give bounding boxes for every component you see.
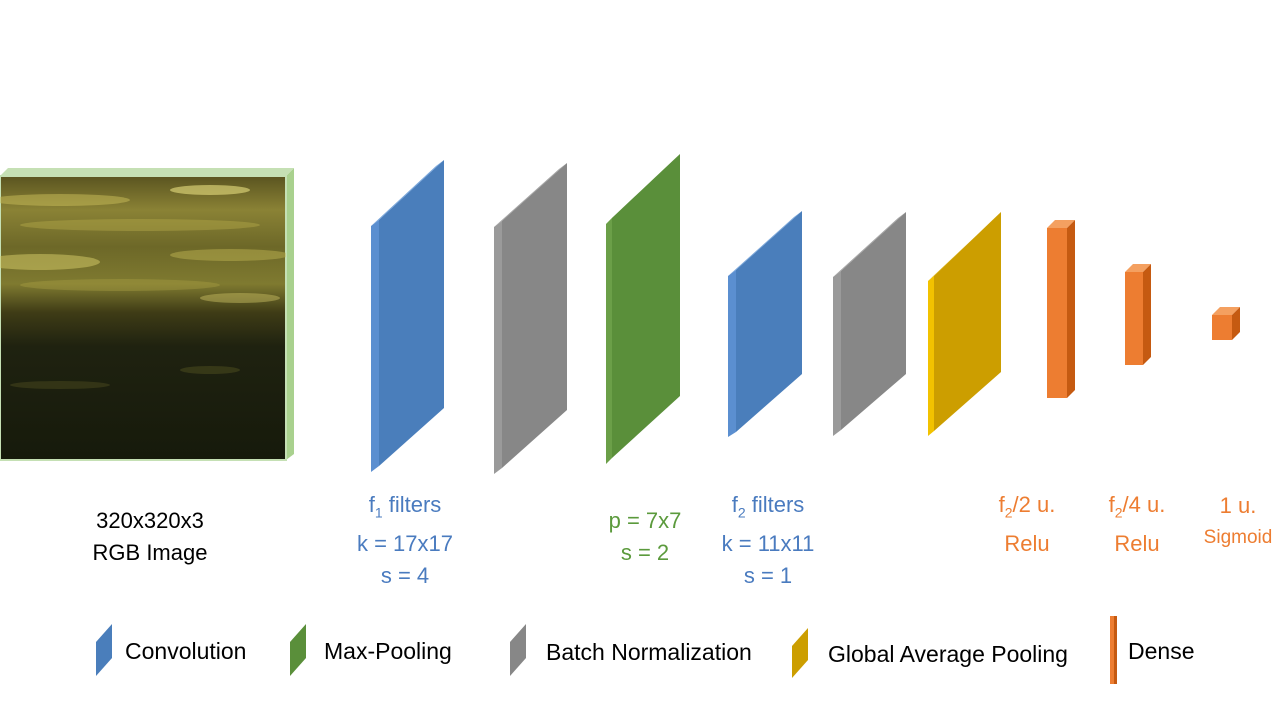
conv2-label: f2 filters k = 11x11 s = 1 <box>693 489 843 592</box>
legend-convolution-label: Convolution <box>125 638 247 664</box>
conv2-filters-text: f2 filters <box>731 492 805 521</box>
dense-1-layer <box>1047 220 1075 398</box>
dense1-activation-text: Relu <box>1004 531 1050 557</box>
conv1-layer <box>371 160 444 472</box>
pool-size-text: p = 7x7 <box>608 508 682 533</box>
legend-gap-label: Global Average Pooling <box>828 641 1068 667</box>
dense3-units-text: 1 u. <box>1219 493 1257 518</box>
global-average-pooling-layer <box>928 212 1001 436</box>
dense1-label: f2/2 u. Relu <box>972 489 1082 560</box>
conv2-stride-text: s = 1 <box>743 563 793 589</box>
dense2-activation-text: Relu <box>1114 531 1160 557</box>
conv1-label: f1 filters k = 17x17 s = 4 <box>330 489 480 592</box>
dense2-units-text: f2/4 u. <box>1108 492 1166 521</box>
pool-label: p = 7x7 s = 2 <box>570 505 720 569</box>
input-label: 320x320x3 RGB Image <box>70 505 230 569</box>
dense-3-layer <box>1212 307 1240 340</box>
dense2-label: f2/4 u. Relu <box>1084 489 1190 560</box>
conv2-kernel-text: k = 11x11 <box>721 531 815 557</box>
dense1-units-text: f2/2 u. <box>998 492 1056 521</box>
batch-norm-1-layer <box>494 163 567 474</box>
input-size-text: 320x320x3 <box>96 508 204 533</box>
conv1-stride-text: s = 4 <box>380 563 430 589</box>
input-image-block <box>0 168 294 461</box>
legend-batch-norm-label: Batch Normalization <box>546 639 752 665</box>
legend-swatch-gap <box>792 628 808 678</box>
conv2-layer <box>728 211 802 437</box>
conv1-kernel-text: k = 17x17 <box>356 531 453 557</box>
input-type-text: RGB Image <box>92 540 208 565</box>
image-texture <box>0 185 286 389</box>
legend-swatch-batch-norm <box>510 624 526 676</box>
dense3-label: 1 u. Sigmoid <box>1196 490 1280 554</box>
pool-stride-text: s = 2 <box>620 540 670 565</box>
dense-2-layer <box>1125 264 1151 365</box>
dense3-activation-text: Sigmoid <box>1203 527 1273 548</box>
legend-max-pooling-label: Max-Pooling <box>324 638 452 664</box>
conv1-filters-text: f1 filters <box>368 492 442 521</box>
legend-swatch-dense <box>1110 616 1117 684</box>
max-pooling-layer <box>606 154 680 464</box>
batch-norm-2-layer <box>833 212 906 436</box>
legend-swatch-max-pooling <box>290 624 306 676</box>
legend-dense-label: Dense <box>1128 638 1195 664</box>
legend-swatch-convolution <box>96 624 112 676</box>
